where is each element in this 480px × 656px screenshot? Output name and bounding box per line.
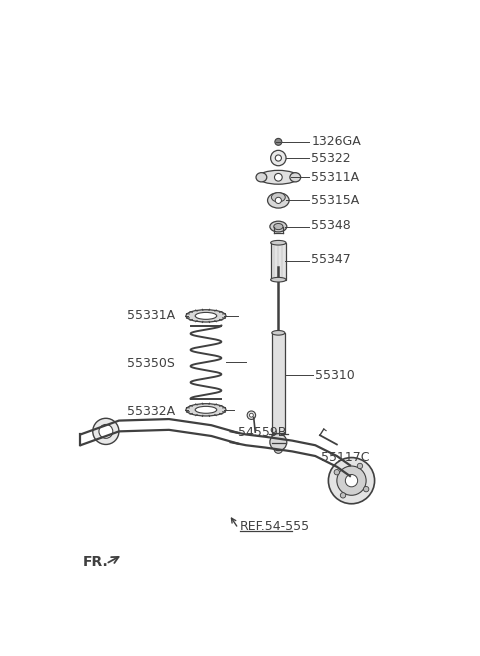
Circle shape xyxy=(99,424,113,438)
Ellipse shape xyxy=(271,240,286,245)
Circle shape xyxy=(275,438,282,446)
Circle shape xyxy=(363,487,369,492)
Circle shape xyxy=(93,419,119,445)
Text: 55117C: 55117C xyxy=(322,451,370,464)
Ellipse shape xyxy=(270,221,287,232)
Ellipse shape xyxy=(195,406,217,413)
Bar xyxy=(271,243,286,279)
Circle shape xyxy=(334,470,339,475)
Circle shape xyxy=(247,411,256,419)
Ellipse shape xyxy=(271,193,285,202)
Ellipse shape xyxy=(271,277,286,282)
Ellipse shape xyxy=(290,173,300,182)
Text: 55310: 55310 xyxy=(315,369,355,382)
Circle shape xyxy=(250,413,253,417)
Text: 55350S: 55350S xyxy=(127,357,175,370)
Text: 55332A: 55332A xyxy=(127,405,175,418)
Ellipse shape xyxy=(267,193,289,208)
Text: 54559B: 54559B xyxy=(238,426,287,440)
Text: FR.: FR. xyxy=(83,555,108,569)
Text: 55331A: 55331A xyxy=(127,310,175,322)
Bar xyxy=(272,333,285,433)
Circle shape xyxy=(275,138,282,146)
Circle shape xyxy=(275,197,281,203)
Text: 55315A: 55315A xyxy=(312,194,360,207)
Text: 55348: 55348 xyxy=(312,218,351,232)
Ellipse shape xyxy=(256,173,267,182)
Circle shape xyxy=(270,434,287,451)
Ellipse shape xyxy=(186,310,226,322)
Circle shape xyxy=(345,474,358,487)
Circle shape xyxy=(340,493,346,498)
Ellipse shape xyxy=(274,224,283,230)
Ellipse shape xyxy=(272,331,285,335)
Text: 55311A: 55311A xyxy=(312,171,360,184)
Circle shape xyxy=(271,150,286,166)
Circle shape xyxy=(275,173,282,181)
Circle shape xyxy=(357,463,363,468)
Circle shape xyxy=(274,445,283,453)
Text: 1326GA: 1326GA xyxy=(312,135,361,148)
Circle shape xyxy=(328,458,374,504)
Ellipse shape xyxy=(195,312,217,319)
Text: 55322: 55322 xyxy=(312,152,351,165)
Circle shape xyxy=(337,466,366,495)
Text: 55347: 55347 xyxy=(312,253,351,266)
Ellipse shape xyxy=(186,403,226,416)
Circle shape xyxy=(275,155,281,161)
Ellipse shape xyxy=(258,171,299,184)
Text: REF.54-555: REF.54-555 xyxy=(240,520,310,533)
